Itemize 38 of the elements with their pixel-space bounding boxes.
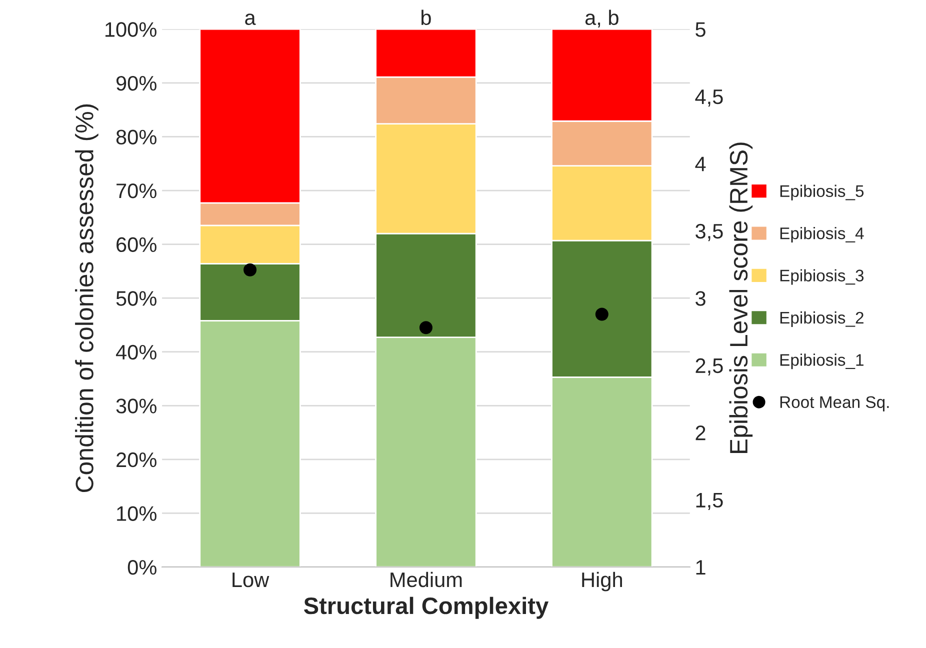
y-tick-label: 80% <box>116 130 156 144</box>
y2-tick-label: 4,5 <box>695 90 723 107</box>
y2-tick-label: 3,5 <box>696 224 723 242</box>
point <box>419 321 432 334</box>
y-axis-title: Condition of colonies assessed (%) <box>75 104 98 492</box>
x-axis-title: Structural Complexity <box>304 596 549 619</box>
y2-tick-label: 4 <box>695 156 706 172</box>
annotation: a, b <box>585 10 618 28</box>
y2-tick-label: 1 <box>696 560 706 575</box>
y-tick-label: 60% <box>116 237 156 252</box>
legend-label: Epibiosis_1 <box>780 354 864 370</box>
y-tick-label: 40% <box>116 344 156 360</box>
y2-tick-label: 2,5 <box>696 358 723 376</box>
x-tick-label: High <box>582 572 622 592</box>
y-tick-label: 30% <box>116 398 156 414</box>
annotation: a <box>245 14 256 26</box>
legend-label: Epibiosis_2 <box>780 311 864 327</box>
y-tick-label: 100% <box>105 22 156 37</box>
x-tick-label: Low <box>232 572 270 588</box>
legend-label: Epibiosis_5 <box>780 184 864 200</box>
y2-tick-label: 1,5 <box>696 492 723 510</box>
y-tick-label: 70% <box>116 184 156 198</box>
legend-label: Root Mean Sq. <box>780 396 889 412</box>
y2-tick-label: 3 <box>696 291 706 306</box>
y2-tick-label: 2 <box>696 426 706 440</box>
annotation: b <box>422 10 431 26</box>
y-tick-label: 90% <box>116 76 156 91</box>
y-tick-label: 10% <box>117 506 156 521</box>
point <box>244 263 257 276</box>
y-tick-label: 20% <box>116 452 156 468</box>
legend-label: Epibiosis_4 <box>780 227 864 243</box>
point <box>595 308 608 321</box>
x-tick-label: Medium <box>390 572 462 588</box>
y2-axis-title: Epibiosis Level score (RMS) <box>729 142 753 454</box>
y2-tick-label: 5 <box>696 22 706 37</box>
y-tick-label: 50% <box>116 291 156 306</box>
y-tick-label: 0% <box>128 560 156 575</box>
legend-label: Epibiosis_3 <box>780 269 864 285</box>
